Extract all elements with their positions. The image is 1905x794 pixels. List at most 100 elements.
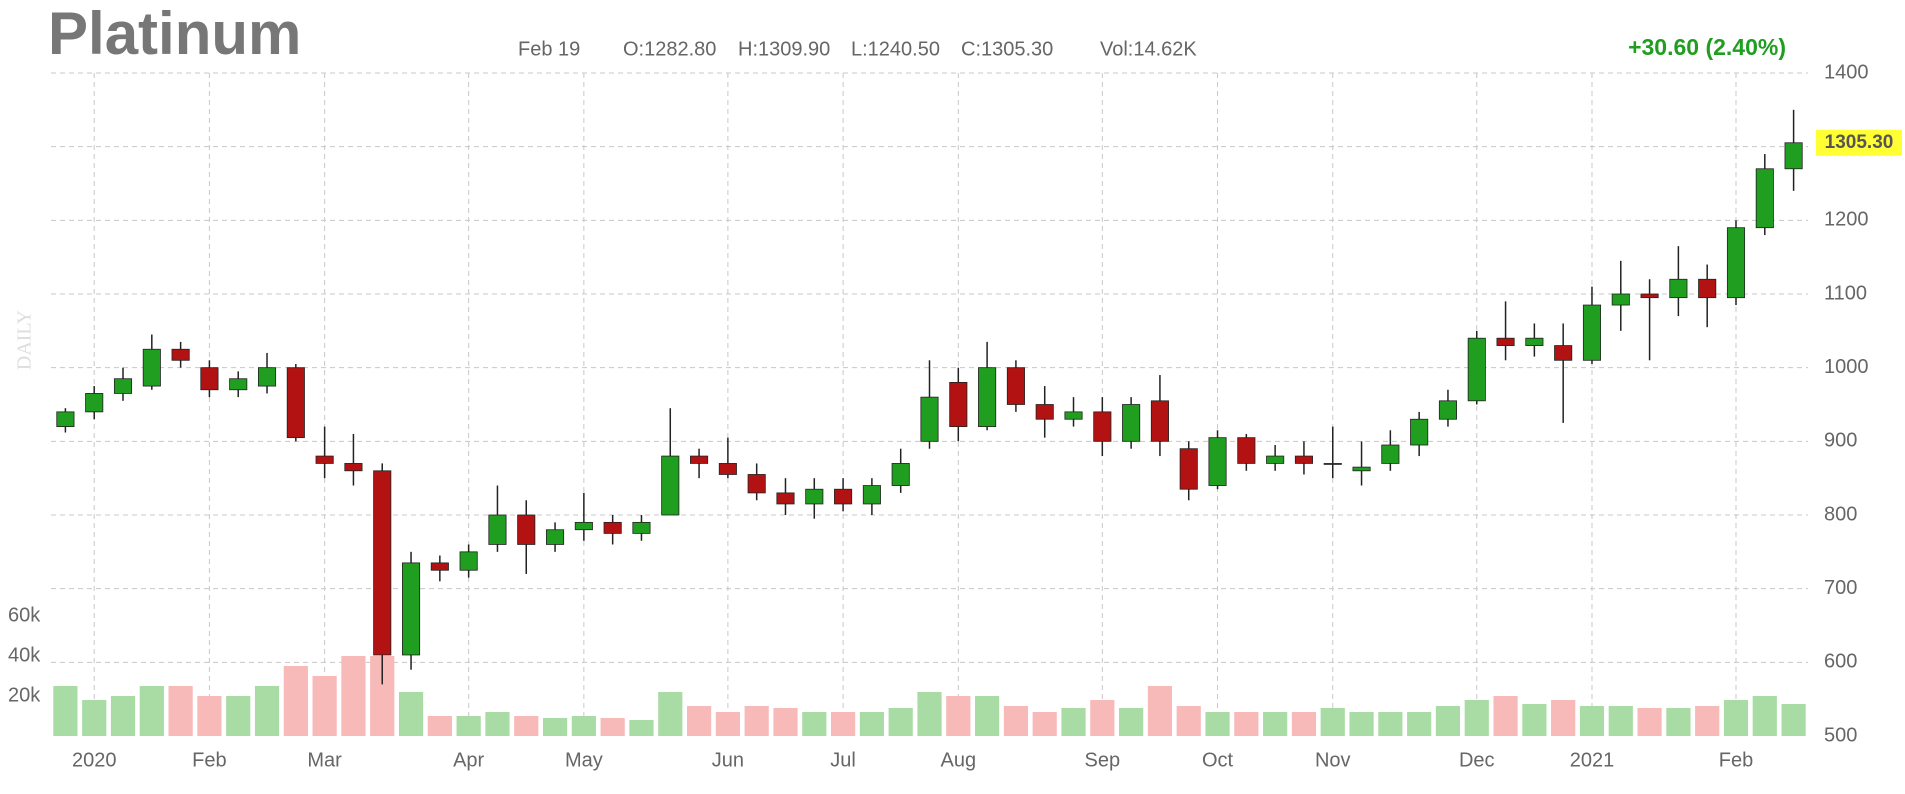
volume-bar xyxy=(888,708,913,736)
candle-body xyxy=(661,455,680,516)
candle-body xyxy=(1150,400,1169,442)
volume-bar xyxy=(341,656,366,736)
volume-bar xyxy=(1723,700,1749,736)
y-tick-label: 600 xyxy=(1824,651,1857,673)
candle-body xyxy=(1755,168,1774,229)
volume-bar xyxy=(197,696,222,736)
candle-body xyxy=(920,396,939,442)
candle-body xyxy=(1726,227,1746,299)
x-tick-label: Sep xyxy=(1085,749,1121,771)
y-tick-label: 1400 xyxy=(1824,61,1869,83)
volume-bar xyxy=(1464,700,1489,736)
candle-body xyxy=(1554,345,1573,361)
candle-body xyxy=(1410,418,1429,446)
candle-body xyxy=(430,562,449,571)
header-date: Feb 19 xyxy=(518,38,580,60)
candle-body xyxy=(718,463,737,475)
volume-bar xyxy=(514,716,539,736)
volume-bar xyxy=(312,676,337,736)
candle-body xyxy=(229,378,248,391)
candle-body xyxy=(805,488,824,505)
x-tick-label: Jun xyxy=(712,749,744,771)
side-label: DAILY xyxy=(14,310,36,370)
candle-body xyxy=(85,393,104,413)
volume-tick-label: 60k xyxy=(8,604,41,626)
header-high: H:1309.90 xyxy=(738,38,830,60)
volume-bar xyxy=(1147,686,1173,736)
volume-bar xyxy=(485,712,510,736)
y-tick-label: 1000 xyxy=(1824,356,1869,378)
x-tick-label: Aug xyxy=(941,749,977,771)
volume-bar xyxy=(456,716,481,736)
x-tick-label: Mar xyxy=(307,749,342,771)
candle-body xyxy=(200,367,219,391)
volume-bar xyxy=(571,716,596,736)
volume-bar xyxy=(542,718,568,736)
candle-body xyxy=(488,514,507,545)
volume-bar xyxy=(1695,706,1720,736)
volume-bar xyxy=(1378,712,1403,736)
candle-body xyxy=(113,378,133,394)
volume-bar xyxy=(1435,706,1461,736)
volume-bar xyxy=(1119,708,1144,736)
volume-bar xyxy=(715,712,740,736)
candle-body xyxy=(603,521,622,534)
volume-bar xyxy=(1349,712,1374,736)
candle-body xyxy=(1323,463,1342,465)
candle-body xyxy=(1438,400,1457,420)
volume-bar xyxy=(1205,712,1230,736)
x-tick-label: Jul xyxy=(830,749,856,771)
candle-body xyxy=(1525,337,1544,346)
candle-body xyxy=(1122,404,1141,442)
volume-bar xyxy=(1579,706,1605,736)
volume-bar xyxy=(686,706,712,736)
volume-bar xyxy=(1781,704,1806,736)
candle-body xyxy=(747,474,766,494)
chart-title: Platinum xyxy=(48,0,301,67)
candle-body xyxy=(1064,411,1083,420)
candle-body xyxy=(1294,455,1313,464)
x-tick-label: Feb xyxy=(192,749,226,771)
candle-body xyxy=(891,463,910,486)
candle-body xyxy=(315,455,334,464)
header-close: C:1305.30 xyxy=(961,38,1053,60)
candle-body xyxy=(1093,411,1112,442)
volume-bar xyxy=(1263,712,1288,736)
candle-body xyxy=(344,463,363,472)
x-tick-label: 2021 xyxy=(1570,749,1615,771)
candle-body xyxy=(257,367,277,387)
candle-body xyxy=(834,488,853,505)
volume-bar xyxy=(1061,708,1086,736)
volume-bar xyxy=(1666,708,1691,736)
candle-body xyxy=(1266,455,1285,464)
volume-bar xyxy=(1032,712,1057,736)
candle-body xyxy=(1179,448,1198,490)
volume-bar xyxy=(254,686,280,736)
volume-bar xyxy=(1551,700,1576,736)
candle-body xyxy=(517,514,536,545)
candle-body xyxy=(459,551,478,571)
volume-bar xyxy=(82,700,107,736)
candle-body xyxy=(546,529,565,545)
x-tick-label: Nov xyxy=(1315,749,1351,771)
y-tick-label: 900 xyxy=(1824,430,1857,452)
volume-bar xyxy=(1320,708,1345,736)
volume-bar xyxy=(600,718,625,736)
candle-body xyxy=(1784,142,1803,170)
volume-tick-label: 20k xyxy=(8,684,41,706)
last-price-tag xyxy=(1816,129,1902,156)
candle-body xyxy=(171,348,190,361)
volume-bar xyxy=(946,696,971,736)
y-tick-label: 800 xyxy=(1824,503,1857,525)
candle-body xyxy=(1582,304,1602,361)
volume-bar xyxy=(53,686,78,736)
candle-body xyxy=(1496,337,1515,346)
volume-bar xyxy=(802,712,827,736)
candle-body xyxy=(1640,293,1659,299)
volume-bar xyxy=(139,686,164,736)
volume-bar xyxy=(1003,706,1029,736)
volume-tick-label: 40k xyxy=(8,644,41,666)
x-tick-label: Oct xyxy=(1202,749,1234,771)
change: +30.60 (2.40%) xyxy=(1628,34,1786,60)
